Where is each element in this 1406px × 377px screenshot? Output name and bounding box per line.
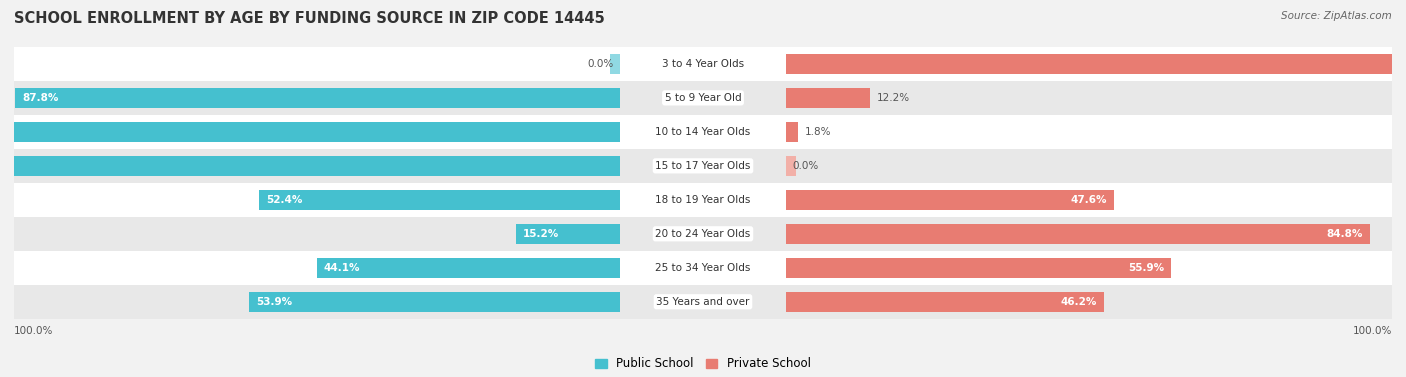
Text: 0.0%: 0.0% [793,161,818,171]
Bar [786,257,1171,278]
Text: 25 to 34 Year Olds: 25 to 34 Year Olds [655,263,751,273]
Text: 0.0%: 0.0% [588,59,613,69]
Text: 5 to 9 Year Old: 5 to 9 Year Old [665,93,741,103]
Bar [786,224,1369,244]
Legend: Public School, Private School: Public School, Private School [591,352,815,375]
Text: 15 to 17 Year Olds: 15 to 17 Year Olds [655,161,751,171]
Bar [786,190,1114,210]
Text: 3 to 4 Year Olds: 3 to 4 Year Olds [662,59,744,69]
Bar [14,47,1392,81]
Bar [0,156,620,176]
Text: 87.8%: 87.8% [22,93,59,103]
Bar [786,54,1406,74]
Bar [316,257,620,278]
Bar [14,285,1392,319]
Text: 52.4%: 52.4% [266,195,302,205]
Bar [259,190,620,210]
Bar [14,217,1392,251]
Text: 47.6%: 47.6% [1070,195,1107,205]
Bar [15,88,620,108]
Text: 46.2%: 46.2% [1060,297,1097,307]
Bar [516,224,620,244]
Text: 12.2%: 12.2% [876,93,910,103]
Text: 100.0%: 100.0% [14,326,53,336]
Text: 18 to 19 Year Olds: 18 to 19 Year Olds [655,195,751,205]
Text: 20 to 24 Year Olds: 20 to 24 Year Olds [655,229,751,239]
Text: 84.8%: 84.8% [1327,229,1362,239]
Bar [0,122,620,142]
Bar [610,54,620,74]
Bar [14,183,1392,217]
Bar [786,88,870,108]
Text: 10 to 14 Year Olds: 10 to 14 Year Olds [655,127,751,137]
Text: 55.9%: 55.9% [1128,263,1164,273]
Text: 1.8%: 1.8% [806,127,831,137]
Bar [14,81,1392,115]
Bar [14,115,1392,149]
Text: 53.9%: 53.9% [256,297,292,307]
Bar [14,149,1392,183]
Bar [249,291,620,312]
Text: 15.2%: 15.2% [523,229,558,239]
Bar [786,156,796,176]
Bar [786,122,799,142]
Text: 100.0%: 100.0% [1353,326,1392,336]
Text: 35 Years and over: 35 Years and over [657,297,749,307]
Text: Source: ZipAtlas.com: Source: ZipAtlas.com [1281,11,1392,21]
Text: 44.1%: 44.1% [323,263,360,273]
Text: SCHOOL ENROLLMENT BY AGE BY FUNDING SOURCE IN ZIP CODE 14445: SCHOOL ENROLLMENT BY AGE BY FUNDING SOUR… [14,11,605,26]
Bar [786,291,1104,312]
Bar [14,251,1392,285]
